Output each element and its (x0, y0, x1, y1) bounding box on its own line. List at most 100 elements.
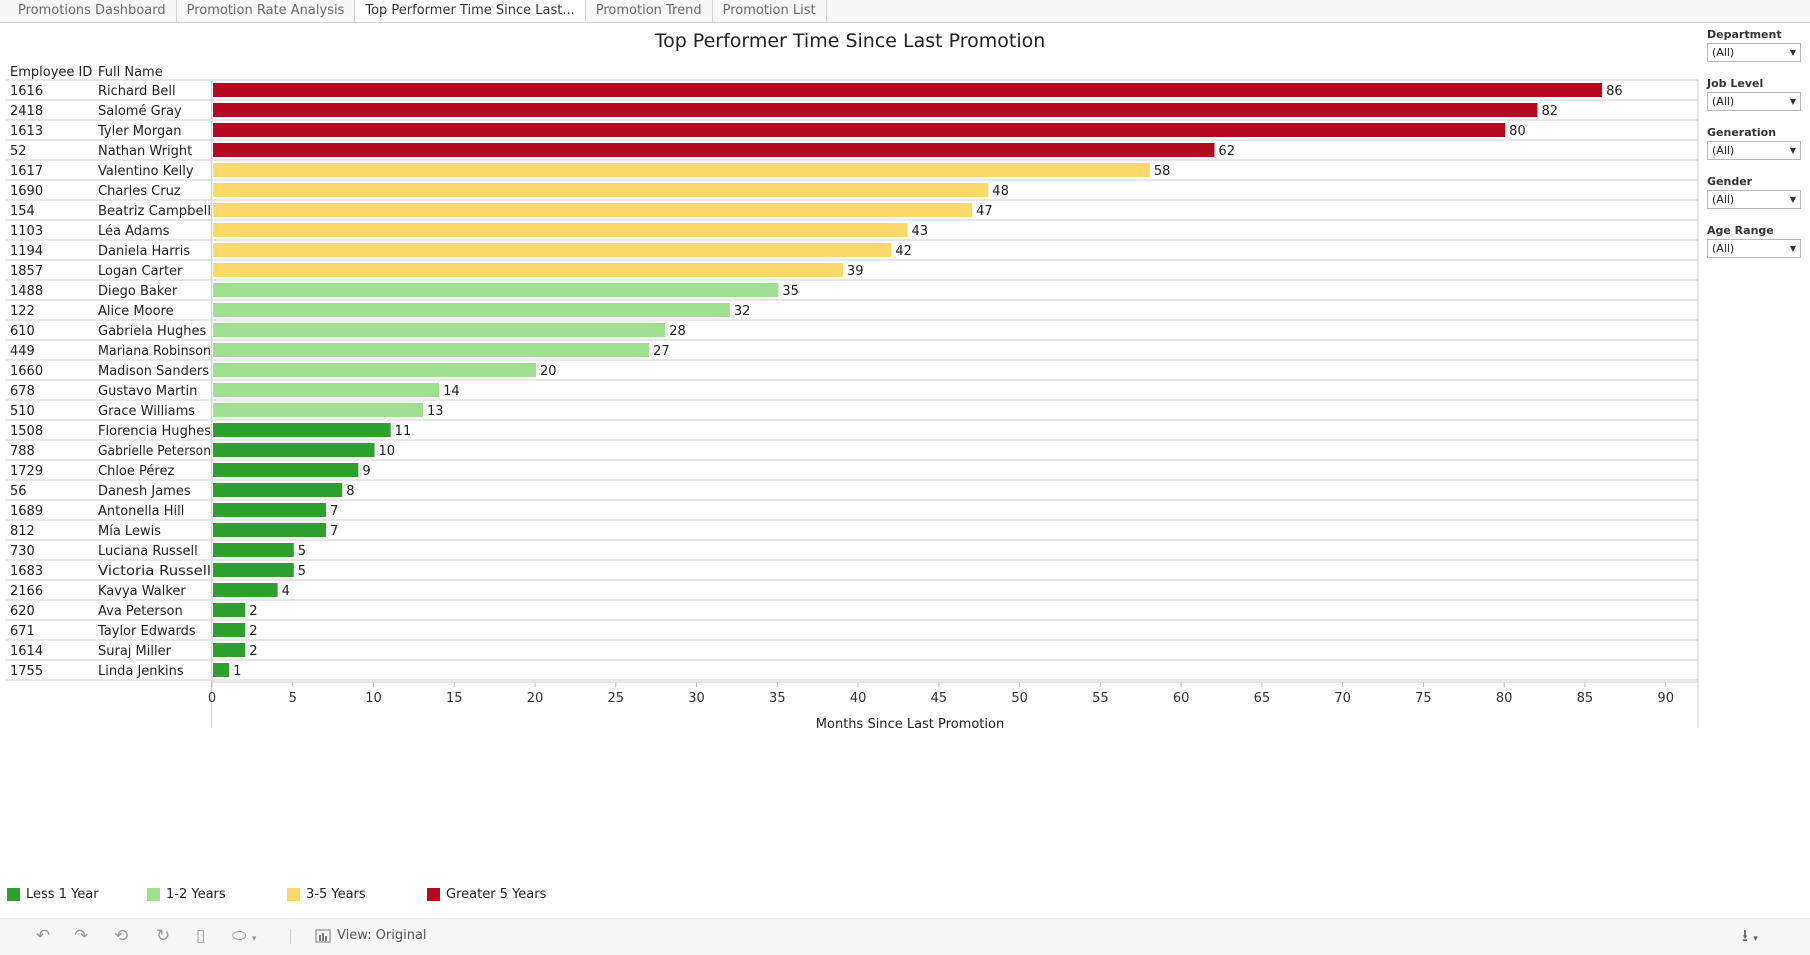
filter-label: Job Level (1707, 77, 1764, 90)
bar (213, 163, 1150, 177)
data-label: 42 (895, 244, 912, 259)
tab-0[interactable]: Promotions Dashboard (0, 0, 177, 22)
filter-dropdown[interactable]: (All) ▼ (1707, 239, 1801, 258)
employee-id-cell: 788 (10, 444, 35, 459)
bar (213, 343, 650, 357)
sheet-tabs: Promotions Dashboard Promotion Rate Analy… (0, 0, 1810, 23)
filter-dropdown[interactable]: (All) ▼ (1707, 141, 1801, 160)
chart-title: Top Performer Time Since Last Promotion (654, 30, 1046, 52)
x-tick-label: 35 (769, 691, 786, 706)
bar (213, 483, 343, 497)
legend-item[interactable]: 3-5 Years (287, 887, 366, 902)
x-tick-label: 20 (527, 691, 544, 706)
employee-id-cell: 122 (10, 304, 35, 319)
redo-icon[interactable]: ↷ (74, 926, 89, 946)
data-label: 35 (782, 284, 799, 299)
filter-dropdown[interactable]: (All) ▼ (1707, 92, 1801, 111)
employee-name-cell: Alice Moore (98, 304, 174, 319)
tab-1[interactable]: Promotion Rate Analysis (177, 0, 356, 22)
employee-id-cell: 56 (10, 484, 27, 499)
data-label: 1 (233, 664, 241, 679)
filter-label: Gender (1707, 175, 1753, 188)
data-label: 58 (1154, 164, 1171, 179)
bar (213, 603, 246, 617)
filter-1: Job Level (All) ▼ (1707, 76, 1803, 111)
employee-name-cell: Beatriz Campbell (98, 204, 211, 219)
bar (213, 283, 779, 297)
pause-updates-icon[interactable]: ▯ (196, 926, 206, 946)
employee-id-cell: 1103 (10, 224, 43, 239)
view-original-button[interactable]: View: Original (315, 925, 427, 947)
employee-id-cell: 154 (10, 204, 35, 219)
employee-name-cell: Luciana Russell (98, 544, 198, 559)
data-label: 14 (443, 384, 460, 399)
bar (213, 303, 730, 317)
filter-4: Age Range (All) ▼ (1707, 223, 1803, 258)
employee-id-cell: 1683 (10, 564, 43, 579)
employee-name-cell: Valentino Kelly (98, 164, 194, 179)
x-axis-title: Months Since Last Promotion (816, 717, 1004, 732)
chevron-down-icon: ▼ (1789, 48, 1796, 57)
undo-icon[interactable]: ↶ (36, 926, 51, 946)
bar (213, 323, 666, 337)
bar (213, 463, 359, 477)
employee-name-cell: Chloe Pérez (98, 464, 174, 479)
filter-value: (All) (1712, 144, 1735, 157)
employee-id-cell: 1614 (10, 644, 43, 659)
employee-name-cell: Mía Lewis (98, 524, 161, 539)
employee-name-cell: Charles Cruz (98, 184, 181, 199)
employee-name-cell: Taylor Edwards (97, 624, 196, 639)
employee-name-cell: Gabriela Hughes (98, 324, 206, 339)
device-preview-icon[interactable]: ⬭ ▾ (232, 926, 257, 946)
bar (213, 203, 973, 217)
filter-panel: Department (All) ▼ Job Level (All) ▼ Generatio… (1707, 27, 1803, 272)
employee-id-cell: 1613 (10, 124, 43, 139)
data-label: 39 (847, 264, 864, 279)
tab-4[interactable]: Promotion List (713, 0, 827, 22)
filter-label: Department (1707, 28, 1782, 41)
employee-id-cell: 510 (10, 404, 35, 419)
x-tick-label: 10 (365, 691, 382, 706)
employee-id-cell: 610 (10, 324, 35, 339)
bar (213, 423, 391, 437)
employee-id-cell: 1194 (10, 244, 43, 259)
x-tick-label: 25 (608, 691, 625, 706)
bar (213, 243, 892, 257)
data-label: 32 (734, 304, 751, 319)
employee-id-cell: 1857 (10, 264, 43, 279)
x-tick-label: 55 (1092, 691, 1109, 706)
bar (213, 83, 1603, 97)
tab-2[interactable]: Top Performer Time Since Last... (355, 0, 586, 22)
legend-item[interactable]: Greater 5 Years (427, 887, 546, 902)
data-label: 20 (540, 364, 557, 379)
employee-id-cell: 449 (10, 344, 35, 359)
employee-id-cell: 1508 (10, 424, 43, 439)
x-tick-label: 5 (289, 691, 297, 706)
legend-item[interactable]: 1-2 Years (147, 887, 226, 902)
data-label: 5 (298, 564, 306, 579)
filter-dropdown[interactable]: (All) ▼ (1707, 190, 1801, 209)
x-tick-label: 40 (850, 691, 867, 706)
bar (213, 183, 989, 197)
x-tick-label: 0 (208, 691, 216, 706)
tab-3[interactable]: Promotion Trend (586, 0, 713, 22)
employee-name-cell: Grace Williams (98, 404, 195, 419)
x-tick-label: 90 (1657, 691, 1674, 706)
legend-swatch (7, 888, 20, 901)
employee-name-cell: Linda Jenkins (98, 664, 184, 679)
x-tick-label: 15 (446, 691, 463, 706)
legend-item[interactable]: Less 1 Year (7, 887, 99, 902)
download-icon[interactable]: ⭳ ▾ (1742, 926, 1758, 946)
filter-dropdown[interactable]: (All) ▼ (1707, 43, 1801, 62)
bar (213, 643, 246, 657)
refresh-icon[interactable]: ↻ (156, 926, 171, 946)
employee-name-cell: Antonella Hill (98, 504, 184, 519)
bar (213, 523, 327, 537)
employee-name-cell: Madison Sanders (98, 364, 209, 379)
data-label: 43 (912, 224, 929, 239)
filter-label: Age Range (1707, 224, 1774, 237)
filter-value: (All) (1712, 193, 1735, 206)
revert-icon[interactable]: ⟲ (114, 926, 129, 946)
filter-value: (All) (1712, 95, 1735, 108)
